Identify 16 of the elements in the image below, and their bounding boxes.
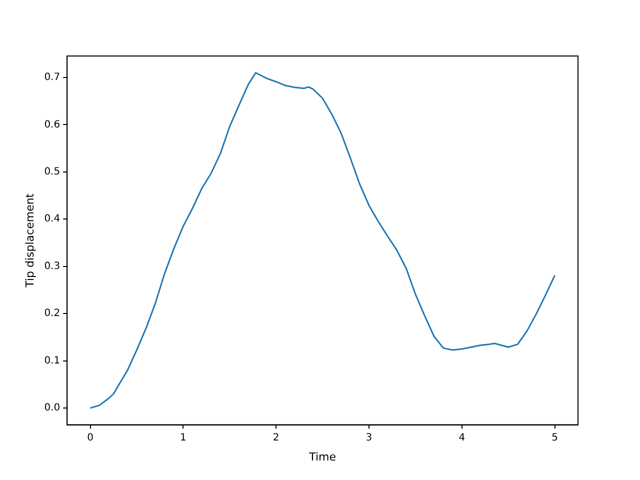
x-axis-title: Time	[308, 450, 336, 464]
y-tick-label: 0.2	[44, 308, 60, 320]
y-tick-label: 0.3	[44, 260, 60, 272]
x-tick-label: 4	[458, 432, 466, 444]
y-axis-title: Tip displacement	[23, 192, 36, 288]
y-tick-label: 0.6	[44, 119, 60, 130]
x-tick-label: 0	[87, 432, 94, 444]
y-tick-label: 0.5	[44, 166, 60, 178]
x-tick-label: 3	[366, 432, 372, 444]
y-tick-label: 0.4	[44, 214, 60, 225]
y-tick-label: 0.7	[44, 72, 60, 84]
x-tick-label: 5	[552, 432, 558, 444]
y-tick-label: 0.1	[44, 355, 60, 366]
y-tick-label: 0.0	[44, 402, 60, 414]
x-tick-label: 2	[272, 432, 280, 444]
x-tick-label: 1	[180, 432, 186, 444]
